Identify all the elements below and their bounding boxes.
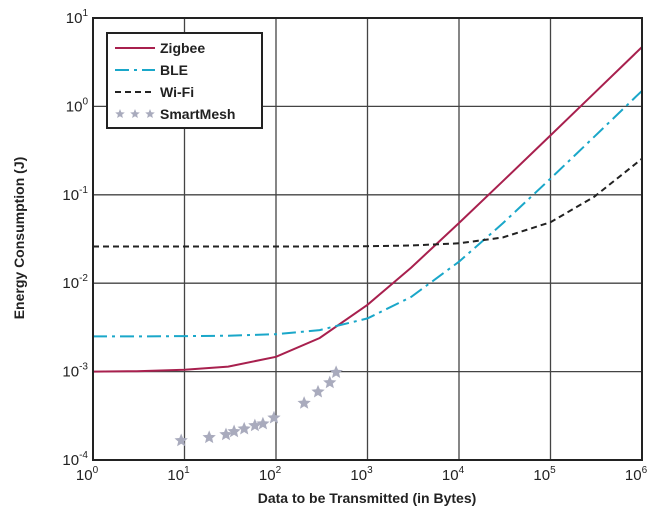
series-ble-line (93, 90, 643, 338)
legend-star-icon (115, 109, 125, 118)
x-tick-label: 102 (259, 465, 282, 484)
y-tick-label: 10-2 (62, 273, 88, 292)
legend: Zigbee BLE Wi-Fi SmartMesh (106, 32, 263, 129)
smartmesh-star-marker (311, 384, 325, 398)
x-tick-label: 105 (533, 465, 556, 484)
legend-label: SmartMesh (160, 106, 235, 122)
legend-label: Wi-Fi (160, 84, 194, 100)
smartmesh-star-marker (267, 410, 281, 424)
smartmesh-star-marker (227, 424, 241, 438)
x-tick-label: 103 (350, 465, 373, 484)
x-axis-label: Data to be Transmitted (in Bytes) (258, 490, 477, 506)
legend-label: Zigbee (160, 40, 205, 56)
x-tick-labels: 100 101 102 103 104 105 106 (76, 465, 648, 484)
legend-label: BLE (160, 62, 188, 78)
plot-frame (92, 17, 643, 461)
y-tick-labels: 101 100 10-1 10-2 10-3 10-4 (62, 8, 88, 469)
series-zigbee-line (92, 46, 643, 373)
smartmesh-star-marker (237, 421, 251, 435)
x-tick-label: 100 (76, 465, 99, 484)
grid (93, 18, 642, 460)
y-tick-label: 101 (66, 8, 89, 27)
legend-star-icon (145, 109, 155, 118)
smartmesh-star-marker (202, 430, 216, 444)
y-tick-label: 10-4 (62, 450, 88, 469)
x-tick-label: 101 (167, 465, 190, 484)
x-tick-label: 104 (442, 465, 465, 484)
smartmesh-star-marker (219, 427, 233, 441)
y-tick-label: 10-3 (62, 362, 88, 381)
y-tick-label: 100 (66, 96, 89, 115)
series-wi-fi-line (93, 157, 643, 248)
x-tick-label: 106 (625, 465, 648, 484)
smartmesh-star-marker (329, 365, 343, 378)
smartmesh-star-marker (323, 375, 337, 389)
y-tick-label: 10-1 (62, 185, 88, 204)
series-layer (92, 46, 643, 447)
smartmesh-star-marker (297, 396, 311, 409)
smartmesh-star-marker (248, 418, 262, 432)
y-axis-label: Energy Consumption (J) (11, 157, 27, 320)
smartmesh-star-marker (256, 416, 270, 430)
smartmesh-star-marker (174, 433, 188, 447)
legend-star-icon (130, 109, 140, 118)
